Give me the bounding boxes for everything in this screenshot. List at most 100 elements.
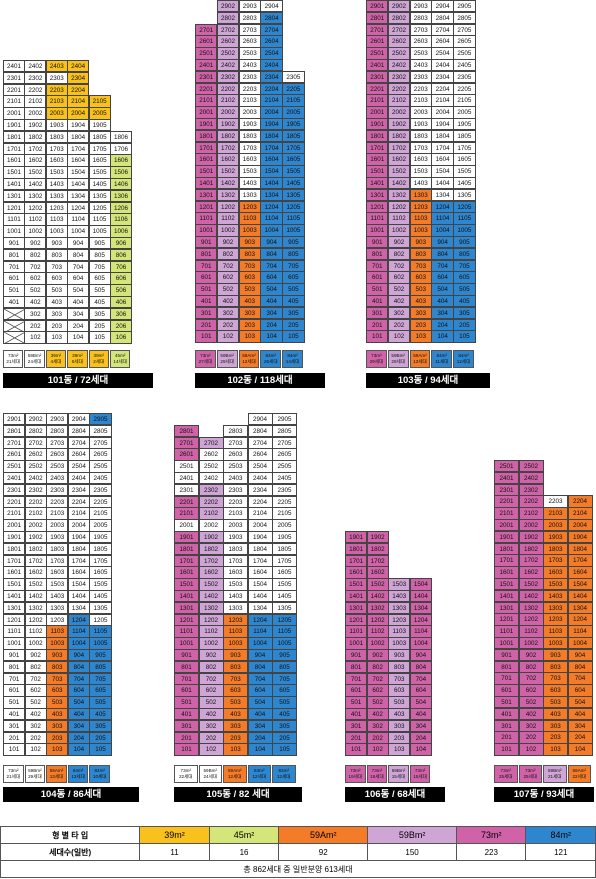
unit-cell: 2305 (453, 70, 476, 84)
unit-cell: 201 (345, 731, 368, 744)
unit-cell: 904 (260, 236, 283, 249)
unit-cell: 2404 (67, 472, 90, 485)
unit-cell: 1605 (272, 566, 298, 579)
unit-cell: 503 (388, 696, 411, 709)
unit-cell: 1203 (409, 200, 432, 213)
unit-cell: 601 (494, 684, 520, 697)
unit-cell: 205 (88, 319, 111, 332)
unit-cell: 2904 (431, 0, 454, 13)
unit-cell: 503 (238, 283, 261, 296)
legend-type: 73m² (525, 768, 536, 773)
unit-cell: 2105 (88, 95, 111, 108)
unit-cell: 1502 (518, 578, 544, 591)
unit-cell: 701 (195, 259, 218, 272)
unit-cell: 2903 (238, 0, 261, 13)
unit-cell: 1903 (238, 118, 261, 131)
unit-cell: 1101 (195, 212, 218, 225)
unit-cell: 1303 (543, 601, 569, 614)
unit-cell: 1805 (272, 542, 298, 556)
unit-cell: 1902 (24, 531, 47, 544)
unit-cell: 905 (272, 649, 298, 662)
legend-type: 73m² (8, 768, 19, 773)
unit-cell: 303 (45, 307, 68, 321)
unit-cell: 1003 (223, 637, 249, 650)
type-legend-box: 59Bm² 24세대 (198, 765, 222, 783)
unit-cell: 1103 (543, 625, 569, 638)
unit-cell: 1103 (46, 625, 69, 638)
unit-cell: 2002 (216, 106, 240, 119)
unit-cell: 2302 (216, 70, 240, 84)
unit-cell: 501 (3, 696, 26, 709)
unit-cell: 602 (24, 684, 47, 697)
unit-cell: 1203 (388, 613, 411, 626)
legend-count: 15세대 (391, 774, 406, 779)
unit-cell: 2402 (24, 60, 47, 73)
unit-cell: 1202 (366, 613, 389, 626)
unit-cell: 401 (494, 707, 520, 721)
unit-cell: 2203 (543, 495, 569, 508)
unit-cell: 302 (518, 719, 544, 732)
unit-cell: 1702 (387, 141, 411, 154)
unit-cell: 701 (494, 672, 520, 685)
unit-cell: 1903 (543, 530, 569, 544)
unit-cell: 2304 (67, 71, 90, 85)
unit-cell: 1701 (366, 141, 389, 154)
unit-cell: 2104 (567, 507, 593, 520)
legend-count: 24세대 (203, 774, 218, 779)
unit-cell: 2102 (24, 507, 47, 520)
unit-cell: 1204 (260, 200, 283, 213)
unit-cell: 2704 (247, 436, 273, 449)
unit-cell: 1002 (518, 637, 544, 650)
unit-cell: 1203 (223, 613, 249, 626)
type-legend-box: 59Bm² 29세대 (216, 350, 238, 368)
unit-cell: 306 (110, 307, 132, 321)
legend-count: 22세대 (178, 774, 193, 779)
legend-count: 29세대 (391, 359, 405, 364)
unit-cell: 204 (260, 318, 283, 331)
unit-cell: 1805 (89, 542, 112, 556)
unit-cell: 601 (174, 684, 200, 697)
unit-cell: 1405 (282, 177, 305, 190)
unit-cell: 602 (387, 271, 411, 284)
unit-cell: 2501 (174, 460, 200, 473)
unit-cell: 1202 (198, 613, 224, 626)
unit-cell: 205 (282, 318, 305, 331)
unit-cell: 1604 (67, 566, 90, 579)
unit-cell: 1505 (272, 578, 298, 591)
unit-cell: 401 (366, 295, 389, 308)
unit-cell: 1602 (387, 153, 411, 166)
type-legend-box: 73m² 21세대 (3, 765, 24, 783)
unit-cell: 1804 (67, 130, 90, 144)
unit-cell: 2702 (387, 23, 411, 36)
unit-cell: 1001 (494, 637, 520, 650)
unit-cell: 305 (453, 306, 476, 320)
legend-count: 12세대 (227, 774, 242, 779)
unit-cell: 602 (216, 271, 240, 284)
unit-cell: 1602 (198, 566, 224, 579)
legend-type: 73m² (200, 353, 211, 358)
unit-cell: 2003 (45, 107, 68, 120)
unit-cell: 1604 (431, 153, 454, 166)
unit-cell: 2405 (453, 59, 476, 72)
unit-cell: 2801 (366, 11, 389, 25)
unit-cell: 1301 (195, 188, 218, 202)
type-legend-box: 45m² 14세대 (110, 350, 131, 368)
unit-cell: 604 (247, 684, 273, 697)
unit-cell: 1203 (46, 613, 69, 626)
unit-cell: 1201 (174, 613, 200, 626)
unit-cell: 1702 (198, 554, 224, 567)
unit-cell: 1104 (260, 212, 283, 225)
unit-cell: 2301 (3, 71, 25, 85)
unit-cell: 304 (67, 307, 90, 321)
unit-cell: 503 (543, 696, 569, 709)
unit-cell: 2202 (518, 495, 544, 508)
unit-cell: 1701 (3, 554, 26, 567)
unit-cell: 703 (238, 259, 261, 272)
unit-cell: 604 (67, 272, 90, 285)
building-label: 107동 / 93세대 (494, 787, 594, 802)
unit-cell: 1402 (24, 178, 47, 191)
unit-cell: 503 (223, 696, 249, 709)
building-label: 104동 / 86세대 (3, 787, 139, 802)
unit-cell: 304 (247, 719, 273, 733)
unit-cell: 2003 (46, 519, 69, 532)
